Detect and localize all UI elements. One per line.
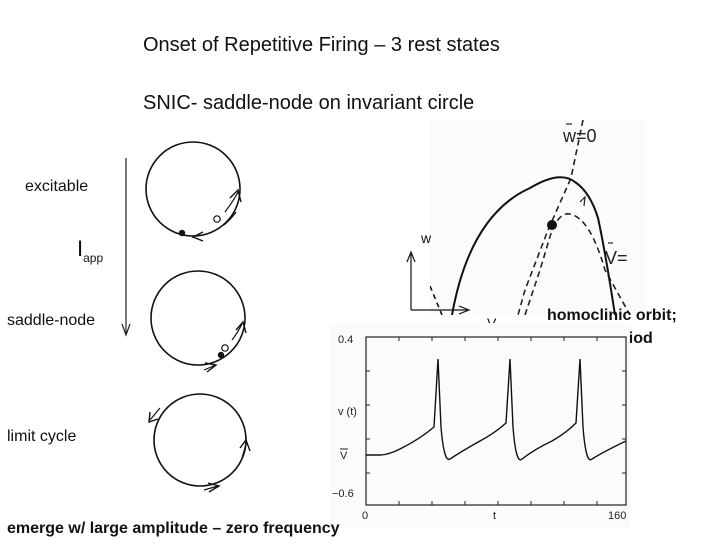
iapp-arrow (121, 158, 131, 337)
saddle-node-point (547, 220, 557, 230)
state-label-saddle-node: saddle-node (7, 312, 96, 329)
y-axis-label: v (t) (338, 406, 357, 418)
homoclinic-orbit (451, 176, 616, 316)
stable-node-dot (178, 229, 186, 237)
state-label-excitable: excitable (25, 178, 89, 195)
slide-subtitle: SNIC- saddle-node on invariant circle (143, 92, 475, 114)
x-right-label: 160 (608, 510, 626, 522)
y-top-label: 0.4 (338, 334, 353, 346)
vbar-label: V (340, 450, 348, 462)
voltage-trace-line (366, 358, 627, 461)
iapp-subscript: app (83, 251, 104, 265)
excitable-circle (145, 141, 242, 242)
phase-plane-panel: w=0 V= (429, 119, 645, 316)
y-bottom-label: −0.6 (332, 488, 354, 500)
phase-plane-plot: w=0 V= (429, 119, 631, 316)
x-mid-label: t (493, 510, 496, 522)
voltage-trace-plot: 0.4 −0.6 v (t) V 0 t 160 (332, 334, 627, 522)
voltage-trace-panel: 0.4 −0.6 v (t) V 0 t 160 (330, 323, 630, 528)
slide-title: Onset of Repetitive Firing – 3 rest stat… (143, 34, 500, 56)
iapp-label: Iapp (77, 236, 103, 265)
w-nullcline-label: w=0 (562, 126, 597, 146)
axis-w-label: w (421, 230, 432, 246)
iapp-main: I (77, 236, 84, 261)
v-nullcline-label: V= (605, 248, 628, 268)
unstable-node-dot (213, 215, 221, 223)
circle-diagrams (121, 141, 251, 493)
state-label-limit-cycle: limit cycle (7, 428, 77, 445)
saddle-node-circle (150, 270, 247, 373)
footer-caption: emerge w/ large amplitude – zero frequen… (7, 520, 340, 537)
phase-plane-axes (406, 250, 471, 315)
limit-cycle-circle (148, 393, 251, 493)
x-left-label: 0 (362, 510, 368, 522)
w-nullcline (517, 119, 584, 316)
saddle-node-dot (217, 351, 225, 359)
annotation-line-1: homoclinic orbit; (547, 307, 677, 324)
